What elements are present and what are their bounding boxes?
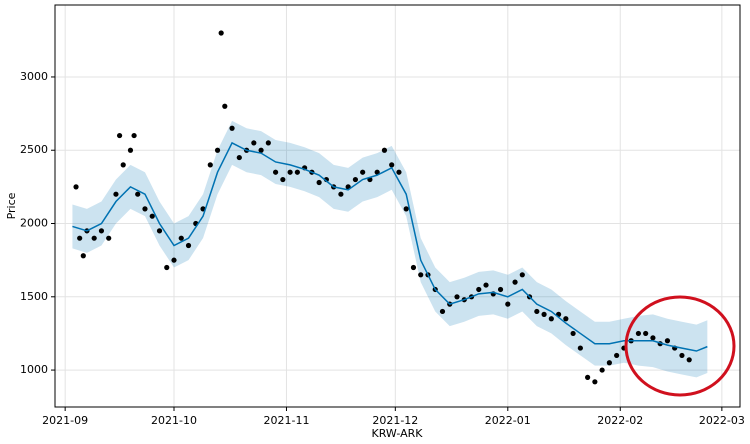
data-point (142, 206, 148, 212)
data-point (127, 147, 134, 153)
data-point (403, 206, 409, 212)
data-point (512, 279, 518, 285)
y-axis-label: Price (5, 192, 18, 219)
x-tick-label: 2022-03 (699, 414, 745, 427)
data-point (73, 184, 79, 190)
data-point (396, 169, 402, 175)
data-point (258, 147, 264, 153)
data-point (599, 367, 605, 373)
data-point (156, 228, 163, 234)
data-point (439, 308, 446, 315)
data-point (98, 228, 105, 234)
data-point (171, 257, 177, 263)
x-tick-label: 2021-09 (42, 414, 88, 427)
x-axis-label: KRW-ARK (372, 427, 424, 440)
data-point (287, 169, 293, 175)
data-point (236, 154, 242, 161)
data-point (592, 379, 598, 385)
data-point (207, 162, 213, 168)
data-point (534, 308, 540, 315)
y-tick-label: 1500 (20, 290, 48, 303)
data-point (218, 30, 224, 36)
data-point (505, 301, 511, 307)
data-point (497, 286, 504, 293)
data-point (410, 264, 417, 271)
data-point (91, 235, 97, 241)
data-point (120, 162, 126, 168)
data-point (476, 286, 482, 293)
data-point (222, 103, 228, 109)
data-point (563, 316, 569, 322)
data-point (679, 352, 685, 359)
uncertainty-band (72, 120, 708, 378)
data-point (664, 338, 671, 344)
data-point (185, 242, 192, 249)
data-point (214, 147, 221, 153)
data-point (229, 125, 235, 131)
data-point (352, 176, 359, 183)
data-point (635, 330, 642, 337)
y-tick-label: 3000 (20, 70, 48, 83)
data-point (374, 169, 380, 175)
highlight-circle (624, 295, 736, 397)
data-point (614, 352, 620, 359)
data-point (131, 132, 137, 139)
y-tick-label: 2000 (20, 217, 48, 230)
data-point (483, 282, 489, 288)
data-point (418, 272, 424, 278)
y-tick-label: 1000 (20, 363, 48, 376)
data-point (389, 162, 395, 168)
data-point (77, 235, 83, 241)
data-point (454, 294, 460, 300)
data-point (548, 316, 554, 322)
data-point (106, 235, 112, 241)
plot-frame (54, 4, 741, 408)
data-point (360, 169, 366, 175)
data-point (650, 335, 656, 341)
data-point (113, 191, 119, 197)
grid (51, 5, 740, 411)
x-tick-label: 2022-01 (485, 414, 531, 427)
x-tick-label: 2021-12 (372, 414, 418, 427)
x-tick-label: 2022-02 (597, 414, 643, 427)
data-point (280, 176, 286, 183)
data-point (570, 330, 576, 337)
x-tick-label: 2021-10 (151, 414, 197, 427)
data-point (116, 132, 123, 139)
forecast-line (72, 141, 708, 352)
data-point (519, 272, 525, 278)
data-point (606, 360, 612, 366)
data-point (149, 213, 155, 219)
data-point (251, 140, 257, 146)
data-point (541, 311, 547, 317)
data-point (338, 191, 344, 197)
data-point (585, 374, 591, 380)
data-point (686, 357, 692, 363)
data-point (577, 345, 583, 351)
data-point (265, 140, 271, 146)
data-point (272, 169, 279, 175)
data-point (316, 179, 322, 186)
data-point (294, 169, 300, 175)
y-tick-label: 2500 (20, 143, 48, 156)
data-point (381, 147, 388, 153)
data-point (80, 253, 86, 259)
data-point (178, 235, 184, 241)
plot-area (72, 30, 708, 385)
data-point (164, 264, 170, 271)
data-point (643, 330, 649, 337)
data-point (135, 191, 141, 197)
x-tick-label: 2021-11 (263, 414, 309, 427)
